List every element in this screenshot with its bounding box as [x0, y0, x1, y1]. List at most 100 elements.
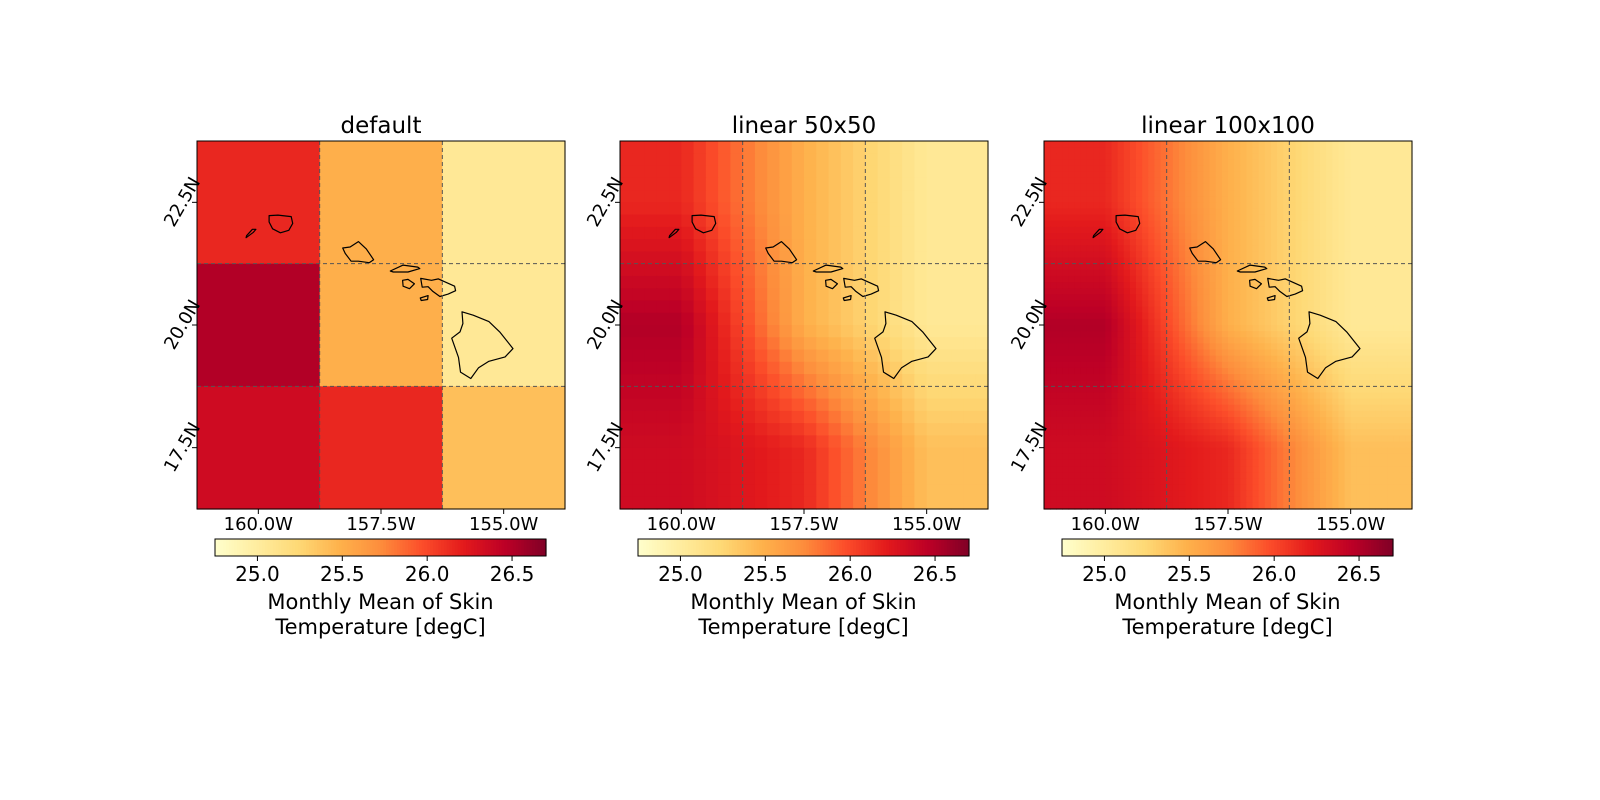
- heatmap-cell: [1044, 337, 1051, 344]
- heatmap-cell: [1277, 496, 1284, 504]
- heatmap-cell: [791, 496, 805, 510]
- heatmap-cell: [656, 312, 670, 326]
- heatmap-cell: [1332, 417, 1339, 424]
- heatmap-cell: [1093, 423, 1100, 430]
- heatmap-cell: [804, 337, 817, 351]
- heatmap-cell: [1356, 484, 1364, 492]
- heatmap-cell: [669, 153, 682, 167]
- heatmap-cell: [1264, 312, 1272, 320]
- heatmap-cell: [804, 423, 817, 436]
- heatmap-cell: [1215, 423, 1223, 430]
- heatmap-cell: [804, 214, 817, 228]
- heatmap-cell: [1399, 165, 1407, 173]
- heatmap-cell: [816, 435, 830, 449]
- heatmap-cell: [1307, 288, 1315, 295]
- heatmap-cell: [1203, 367, 1211, 375]
- heatmap-cell: [1295, 177, 1303, 185]
- heatmap-cell: [1264, 251, 1272, 259]
- heatmap-cell: [1240, 282, 1247, 289]
- heatmap-cell: [1197, 429, 1205, 436]
- heatmap-cell: [1405, 202, 1413, 210]
- heatmap-cell: [1393, 288, 1401, 295]
- heatmap-cell: [669, 300, 682, 314]
- heatmap-cell: [840, 349, 854, 363]
- heatmap-cell: [1086, 312, 1094, 320]
- heatmap-cell: [632, 472, 646, 486]
- heatmap-cell: [1246, 429, 1254, 436]
- heatmap-cell: [1129, 380, 1137, 387]
- heatmap-cell: [1375, 269, 1382, 277]
- heatmap-cell: [1405, 257, 1413, 265]
- colorbar-swatch: [649, 539, 653, 556]
- heatmap-cell: [1301, 214, 1309, 222]
- colorbar-swatch: [501, 539, 506, 556]
- heatmap-cell: [1270, 147, 1278, 154]
- heatmap-cell: [1117, 269, 1125, 277]
- heatmap-cell: [1154, 367, 1162, 375]
- colorbar-swatch: [1257, 539, 1262, 556]
- colorbar-swatch: [706, 539, 711, 556]
- heatmap-cell: [1105, 429, 1113, 436]
- heatmap-cell: [1350, 275, 1358, 283]
- heatmap-cell: [1221, 459, 1229, 467]
- heatmap-cell: [816, 386, 830, 400]
- heatmap-cell: [877, 484, 891, 498]
- heatmap-cell: [632, 386, 646, 400]
- heatmap-cell: [1301, 435, 1309, 443]
- heatmap-cell: [656, 251, 670, 265]
- heatmap-cell: [1369, 447, 1376, 455]
- heatmap-cell: [938, 447, 952, 461]
- heatmap-cell: [1160, 239, 1168, 246]
- heatmap-cell: [1344, 202, 1352, 210]
- heatmap-cell: [1301, 490, 1309, 498]
- heatmap-cell: [865, 459, 879, 473]
- heatmap-cell: [1307, 429, 1315, 436]
- heatmap-cell: [1320, 404, 1327, 412]
- heatmap-cell: [889, 386, 903, 400]
- heatmap-cell: [951, 484, 965, 498]
- heatmap-cell: [1381, 386, 1389, 394]
- heatmap-cell: [1393, 208, 1401, 216]
- heatmap-cell: [1050, 478, 1057, 486]
- heatmap-cell: [1086, 355, 1094, 363]
- heatmap-cell: [1185, 318, 1192, 326]
- heatmap-cell: [1099, 153, 1106, 160]
- colorbar-swatch: [485, 539, 489, 556]
- heatmap-cell: [1320, 263, 1327, 271]
- heatmap-cell: [1344, 380, 1352, 387]
- gridlines: [197, 141, 565, 509]
- heatmap-cell: [1111, 220, 1119, 228]
- heatmap-cell: [1093, 177, 1100, 185]
- heatmap-cell: [1246, 208, 1254, 216]
- heatmap-cell: [1393, 177, 1401, 185]
- colorbar-swatch: [1293, 539, 1298, 556]
- heatmap-cell: [1332, 435, 1339, 443]
- heatmap-cell: [1313, 386, 1321, 394]
- heatmap-cell: [1136, 453, 1143, 461]
- heatmap-cell: [1270, 159, 1278, 167]
- heatmap-cell: [1405, 263, 1413, 271]
- heatmap-cell: [1056, 275, 1063, 283]
- colorbar-swatch: [239, 539, 244, 556]
- heatmap-cell: [1295, 459, 1303, 467]
- colorbar-swatch: [261, 539, 266, 556]
- heatmap-cell: [1123, 294, 1131, 302]
- heatmap-cell: [1332, 343, 1339, 351]
- heatmap-cell: [718, 251, 731, 265]
- colorbar-swatch: [416, 539, 420, 556]
- heatmap-cell: [1203, 183, 1211, 191]
- heatmap-cell: [1160, 226, 1168, 234]
- heatmap-cell: [1320, 202, 1327, 210]
- heatmap-cell: [1172, 410, 1180, 418]
- heatmap-cell: [1393, 239, 1401, 246]
- heatmap-cell: [1362, 263, 1370, 271]
- heatmap-cell: [1307, 478, 1315, 486]
- heatmap-cell: [1264, 208, 1272, 216]
- heatmap-cell: [1050, 208, 1057, 216]
- heatmap-cell: [975, 300, 989, 314]
- heatmap-cell: [1264, 233, 1272, 240]
- heatmap-cell: [1050, 171, 1057, 179]
- heatmap-cell: [1405, 233, 1413, 240]
- heatmap-cell: [1246, 177, 1254, 185]
- heatmap-cell: [1338, 245, 1346, 252]
